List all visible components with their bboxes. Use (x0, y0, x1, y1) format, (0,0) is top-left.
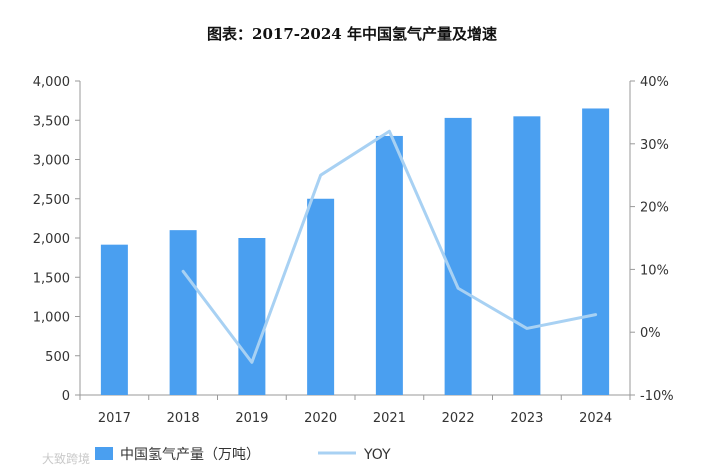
right-tick-label: 20% (640, 201, 669, 216)
x-tick-label: 2023 (510, 411, 543, 426)
left-tick-label: 1,500 (33, 271, 70, 286)
bar (169, 230, 197, 395)
bar (238, 238, 266, 395)
watermark: 大致跨境 (42, 451, 90, 466)
left-tick-label: 4,000 (33, 75, 70, 90)
left-tick-label: 500 (45, 350, 70, 365)
x-tick-label: 2020 (304, 411, 337, 426)
x-tick-label: 2017 (98, 411, 131, 426)
chart-title: 图表：2017-2024 年中国氢气产量及增速 (207, 25, 497, 43)
right-tick-label: -10% (640, 389, 674, 404)
x-tick-label: 2024 (579, 411, 612, 426)
left-tick-label: 3,000 (33, 154, 70, 169)
x-tick-label: 2022 (442, 411, 475, 426)
bar (444, 117, 472, 396)
legend-line-label: YOY (363, 447, 391, 463)
right-tick-label: 40% (640, 75, 669, 90)
yoy-line-series (181, 129, 598, 364)
legend-bar-label: 中国氢气产量（万吨） (120, 447, 260, 463)
bar (582, 108, 610, 395)
left-tick-label: 2,000 (33, 232, 70, 247)
x-tick-label: 2019 (235, 411, 268, 426)
left-tick-label: 3,500 (33, 114, 70, 129)
left-tick-label: 1,000 (33, 311, 70, 326)
x-tick-label: 2018 (167, 411, 200, 426)
left-tick-label: 0 (62, 389, 70, 404)
bar (100, 244, 128, 395)
bar (375, 135, 403, 395)
right-tick-label: 30% (640, 138, 669, 153)
legend-bar-swatch (95, 447, 113, 460)
bar (307, 198, 335, 395)
right-tick-label: 10% (640, 263, 669, 278)
left-tick-label: 2,500 (33, 193, 70, 208)
right-tick-label: 0% (640, 326, 661, 341)
chart-legend: 中国氢气产量（万吨） YOY (95, 447, 391, 463)
bar-series (100, 108, 610, 396)
bar (513, 116, 541, 395)
x-tick-label: 2021 (373, 411, 406, 426)
chart-axes: 0 500 1,000 1,500 2,000 2,500 3,000 3,500 4,000 -… (33, 75, 674, 426)
